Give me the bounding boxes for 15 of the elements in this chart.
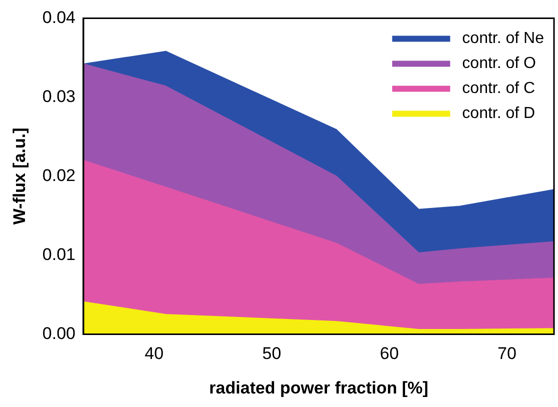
- x-tick-label: 70: [497, 344, 516, 364]
- legend-label: contr. of Ne: [462, 30, 544, 48]
- legend-label: contr. of C: [462, 80, 536, 98]
- y-axis-title: W-flux [a.u.]: [10, 128, 29, 225]
- x-tick-label: 50: [262, 344, 282, 364]
- y-tick-label: 0.03: [42, 86, 76, 106]
- x-axis-title: radiated power fraction [%]: [209, 378, 428, 398]
- x-tick-label: 60: [380, 344, 399, 364]
- legend-label: contr. of O: [462, 55, 536, 72]
- y-tick-label: 0.04: [42, 8, 76, 27]
- y-tick-label: 0.02: [42, 166, 76, 185]
- x-tick-label: 40: [144, 344, 164, 364]
- y-tick-label: 0.00: [42, 324, 76, 343]
- legend-label: contr. of D: [462, 105, 536, 122]
- y-tick-label: 0.01: [42, 244, 76, 264]
